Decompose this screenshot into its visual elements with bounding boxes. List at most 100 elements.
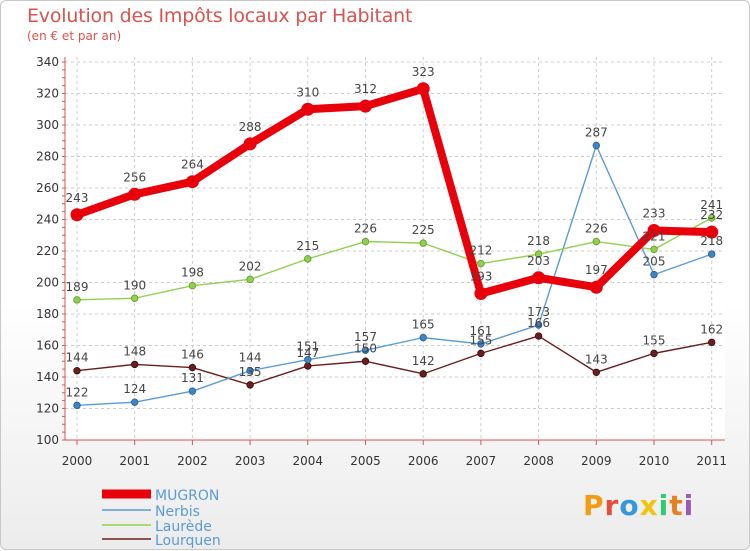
data-point-mugron xyxy=(128,187,142,201)
data-label-lourquen: 148 xyxy=(123,344,146,358)
data-label-nerbis: 144 xyxy=(239,351,262,365)
data-label-mugron: 193 xyxy=(469,270,492,284)
x-tick-label: 2004 xyxy=(293,454,324,468)
data-point-nerbis xyxy=(534,321,543,329)
data-point-mugron xyxy=(532,271,546,285)
data-label-nerbis: 165 xyxy=(412,318,435,332)
series-line-laurede xyxy=(76,217,713,301)
logo-letter: i xyxy=(658,489,670,522)
data-point-laurede xyxy=(419,239,427,247)
data-point-nerbis xyxy=(592,141,600,150)
data-point-lourquen xyxy=(361,357,370,365)
data-label-nerbis: 205 xyxy=(643,255,666,269)
x-tick-label: 2009 xyxy=(581,454,612,468)
data-point-nerbis xyxy=(419,333,427,342)
data-point-nerbis xyxy=(477,340,485,348)
data-label-lourquen: 155 xyxy=(469,333,492,347)
data-label-lourquen: 146 xyxy=(181,348,204,362)
data-label-nerbis: 218 xyxy=(700,234,723,248)
x-tick-label: 2000 xyxy=(62,454,93,468)
data-point-laurede xyxy=(73,296,81,304)
logo-letter: t xyxy=(669,489,684,522)
data-point-mugron xyxy=(243,137,257,151)
data-point-mugron xyxy=(301,102,315,116)
data-point-mugron xyxy=(474,287,488,301)
series-line-nerbis xyxy=(76,144,713,407)
data-label-mugron: 264 xyxy=(181,158,204,172)
data-label-laurede: 202 xyxy=(239,259,262,273)
data-label-laurede: 221 xyxy=(643,229,666,243)
x-tick-label: 2003 xyxy=(235,454,266,468)
data-point-nerbis xyxy=(361,346,370,354)
data-point-nerbis xyxy=(188,387,197,395)
data-label-lourquen: 155 xyxy=(643,333,666,347)
y-tick-label: 140 xyxy=(36,370,59,384)
data-point-lourquen xyxy=(419,370,427,378)
data-point-lourquen xyxy=(130,360,139,369)
logo-letter: i xyxy=(683,489,695,522)
series-line-lourquen xyxy=(76,335,713,386)
x-tick-label: 2007 xyxy=(466,454,497,468)
logo-letter: P xyxy=(583,489,605,522)
data-label-lourquen: 143 xyxy=(585,352,608,366)
data-label-laurede: 241 xyxy=(700,198,723,212)
data-label-nerbis: 173 xyxy=(527,305,550,319)
data-point-laurede xyxy=(650,245,658,254)
data-label-nerbis: 157 xyxy=(354,330,377,344)
y-tick-label: 120 xyxy=(36,402,59,416)
data-label-mugron: 243 xyxy=(66,191,89,205)
data-label-nerbis: 151 xyxy=(296,340,319,354)
data-point-lourquen xyxy=(304,362,312,370)
data-point-mugron xyxy=(185,175,199,189)
data-point-laurede xyxy=(592,237,600,246)
data-point-laurede xyxy=(477,259,485,268)
data-label-nerbis: 131 xyxy=(181,371,204,385)
data-point-lourquen xyxy=(592,368,600,376)
data-point-lourquen xyxy=(73,367,81,375)
plot-area xyxy=(65,57,725,440)
logo-letter: o xyxy=(619,489,640,522)
x-tick-label: 2011 xyxy=(696,454,727,468)
x-tick-label: 2006 xyxy=(408,454,439,468)
data-label-mugron: 310 xyxy=(296,85,319,99)
y-tick-label: 300 xyxy=(36,118,59,132)
data-point-mugron xyxy=(647,224,661,238)
data-label-lourquen: 150 xyxy=(354,341,377,355)
data-point-mugron xyxy=(416,82,430,96)
x-tick-label: 2010 xyxy=(639,454,670,468)
data-point-lourquen xyxy=(708,338,716,347)
data-label-laurede: 215 xyxy=(296,239,319,253)
data-point-nerbis xyxy=(708,250,716,258)
y-tick-label: 340 xyxy=(36,55,59,69)
data-point-laurede xyxy=(361,237,370,246)
data-point-nerbis xyxy=(650,270,658,279)
y-tick-label: 260 xyxy=(36,181,59,195)
data-label-laurede: 189 xyxy=(66,280,89,294)
data-label-laurede: 225 xyxy=(412,223,435,237)
data-label-mugron: 312 xyxy=(354,82,377,96)
data-point-mugron xyxy=(70,208,84,222)
data-point-laurede xyxy=(246,275,254,284)
chart-subtitle: (en € et par an) xyxy=(27,29,122,43)
y-tick-label: 320 xyxy=(36,87,59,101)
data-point-lourquen xyxy=(188,363,197,372)
data-point-lourquen xyxy=(477,349,485,358)
y-tick-label: 200 xyxy=(36,276,59,290)
data-label-laurede: 212 xyxy=(469,244,492,258)
data-label-laurede: 226 xyxy=(585,222,608,236)
x-tick-label: 2001 xyxy=(119,454,150,468)
logo-letter: x xyxy=(639,489,659,522)
data-label-laurede: 190 xyxy=(123,278,146,292)
y-tick-label: 180 xyxy=(36,307,59,321)
data-label-mugron: 288 xyxy=(239,120,262,134)
data-label-laurede: 218 xyxy=(527,234,550,248)
data-label-lourquen: 142 xyxy=(412,354,435,368)
data-label-lourquen: 162 xyxy=(700,322,723,336)
data-label-nerbis: 122 xyxy=(66,385,89,399)
data-label-lourquen: 166 xyxy=(527,316,550,330)
data-point-laurede xyxy=(188,281,197,290)
data-point-nerbis xyxy=(130,398,139,406)
data-label-mugron: 323 xyxy=(412,65,435,79)
